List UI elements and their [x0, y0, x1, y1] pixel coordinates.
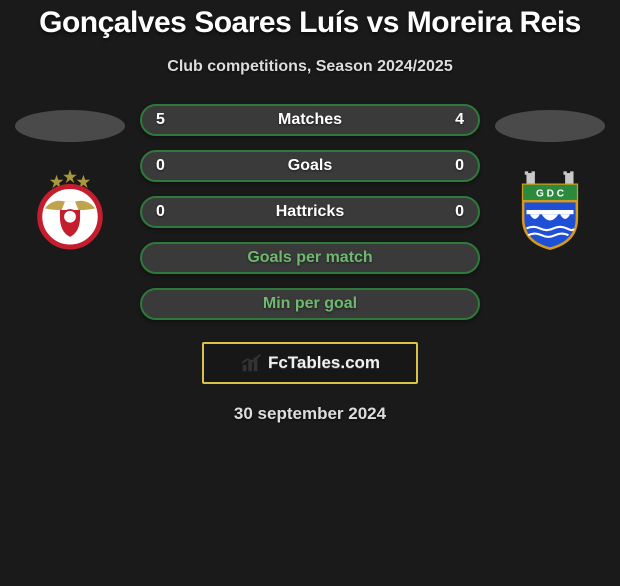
page-title: Gonçalves Soares Luís vs Moreira Reis	[10, 6, 610, 40]
stat-label: Hattricks	[276, 203, 344, 221]
stat-left-value: 0	[156, 157, 165, 175]
right-column: G D C	[490, 104, 610, 252]
svg-text:G D C: G D C	[536, 189, 564, 200]
stat-left-value: 5	[156, 111, 165, 129]
comparison-card: Gonçalves Soares Luís vs Moreira Reis Cl…	[0, 6, 620, 424]
branding-text: FcTables.com	[268, 353, 380, 373]
benfica-crest-icon	[20, 168, 120, 252]
date-text: 30 september 2024	[10, 404, 610, 424]
right-ellipse	[495, 110, 605, 142]
left-crest	[20, 168, 120, 252]
main-row: 5 Matches 4 0 Goals 0 0 Hattricks 0 Goals per mat…	[10, 104, 610, 320]
stat-right-value: 4	[455, 111, 464, 129]
chaves-crest-icon: G D C	[500, 168, 600, 252]
stat-left-value: 0	[156, 203, 165, 221]
stats-column: 5 Matches 4 0 Goals 0 0 Hattricks 0 Goals per mat…	[130, 104, 490, 320]
stat-label: Matches	[278, 111, 342, 129]
right-crest: G D C	[500, 168, 600, 252]
left-ellipse	[15, 110, 125, 142]
stat-bar-min-per-goal: Min per goal	[140, 288, 480, 320]
left-column	[10, 104, 130, 252]
stat-bar-matches: 5 Matches 4	[140, 104, 480, 136]
subtitle: Club competitions, Season 2024/2025	[10, 58, 610, 76]
brand-chart-icon	[240, 352, 262, 374]
stat-label: Min per goal	[263, 295, 357, 313]
stat-right-value: 0	[455, 203, 464, 221]
stat-bar-hattricks: 0 Hattricks 0	[140, 196, 480, 228]
stat-bar-goals: 0 Goals 0	[140, 150, 480, 182]
stat-bar-goals-per-match: Goals per match	[140, 242, 480, 274]
stat-label: Goals	[288, 157, 332, 175]
stat-label: Goals per match	[247, 249, 372, 267]
branding-box: FcTables.com	[202, 342, 418, 384]
stat-right-value: 0	[455, 157, 464, 175]
